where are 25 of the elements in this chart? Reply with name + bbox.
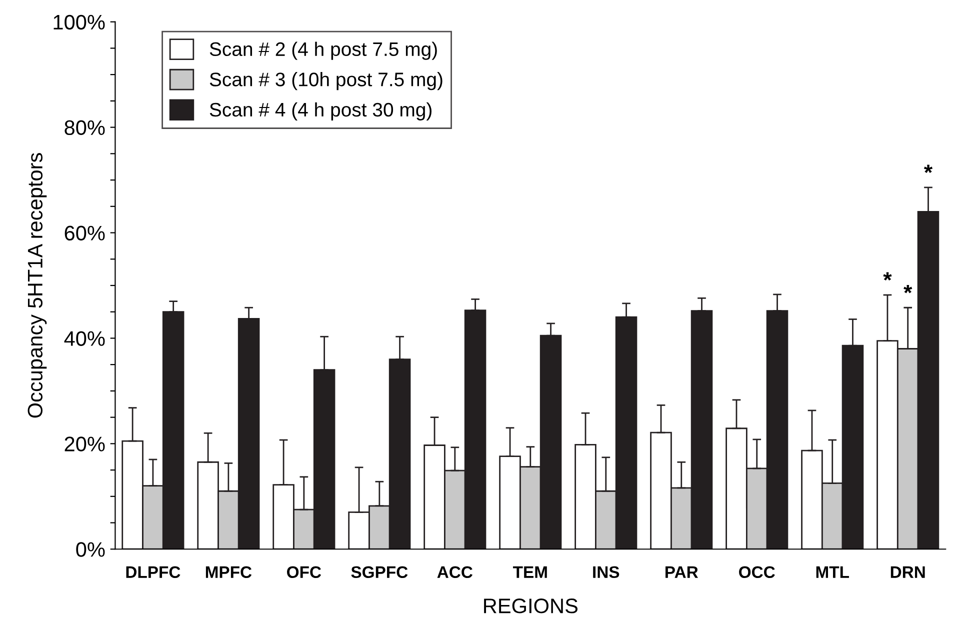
legend-label: Scan # 4 (4 h post 30 mg) <box>210 102 432 120</box>
y-tick-label: 80% <box>64 120 105 136</box>
x-tick-label: SGPFC <box>351 566 408 578</box>
y-tick-label: 0% <box>76 542 105 557</box>
x-tick-label: ACC <box>437 566 473 578</box>
x-tick-label: TEM <box>513 566 547 578</box>
legend-label: Scan # 3 (10h post 7.5 mg) <box>210 72 442 90</box>
x-tick-label: MPFC <box>206 566 252 578</box>
legend-label: Scan # 2 (4 h post 7.5 mg) <box>210 42 437 60</box>
x-tick-label: DRN <box>890 566 925 578</box>
x-tick-label: OFC <box>287 566 322 578</box>
x-tick-label: DLPFC <box>126 566 180 578</box>
x-tick-label: MTL <box>816 566 849 578</box>
y-tick-label: 60% <box>64 226 105 241</box>
x-axis-title: REGIONS <box>484 598 578 614</box>
y-axis-title: Occupancy 5HT1A receptors <box>28 153 47 418</box>
y-tick-label: 40% <box>64 331 105 346</box>
annotation: * <box>904 284 912 294</box>
x-tick-label: OCC <box>739 566 775 578</box>
annotation: * <box>883 272 892 281</box>
y-tick-label: 20% <box>64 436 105 452</box>
x-tick-label: PAR <box>666 566 698 578</box>
y-tick-label: 100% <box>54 14 105 30</box>
x-tick-label: INS <box>593 566 620 578</box>
annotation: * <box>924 164 933 173</box>
